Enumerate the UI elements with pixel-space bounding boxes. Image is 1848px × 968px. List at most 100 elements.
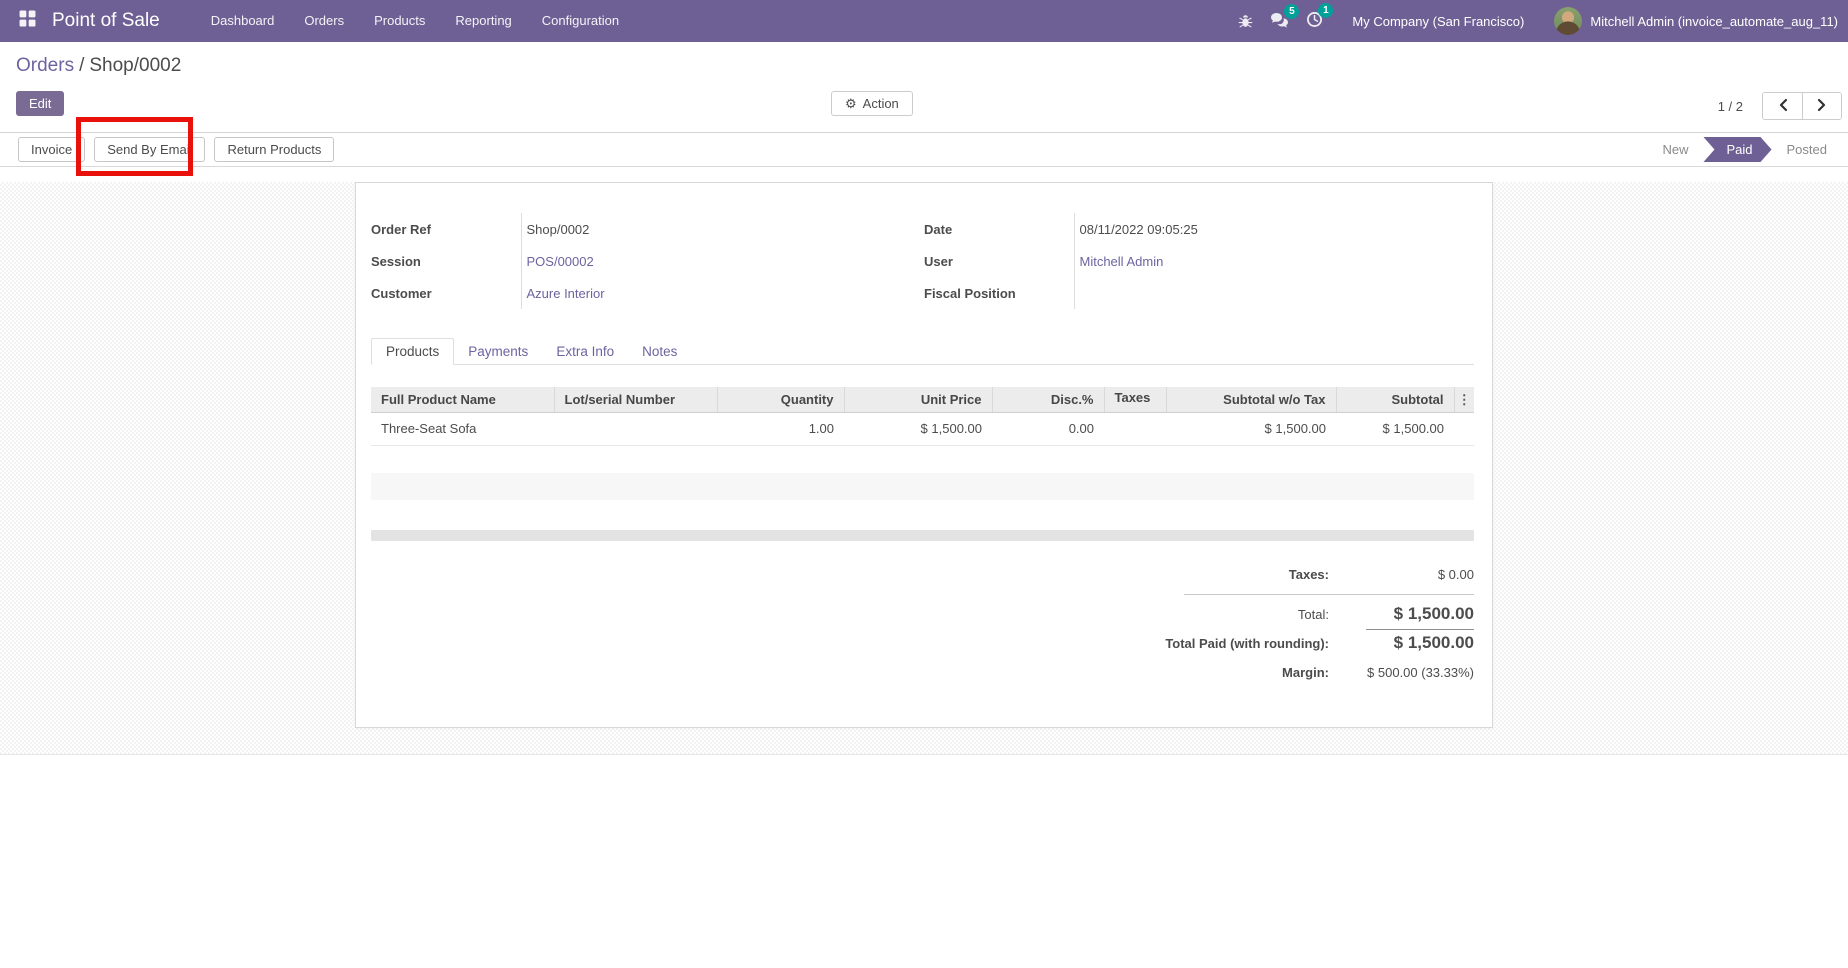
date-value: 08/11/2022 09:05:25 [1073, 213, 1474, 245]
products-table: Full Product Name Lot/serial Number Quan… [371, 387, 1474, 446]
state-posted[interactable]: Posted [1786, 142, 1827, 157]
fields-right-group: Date 08/11/2022 09:05:25 User Mitchell A… [924, 213, 1474, 309]
empty-list-row [371, 499, 1474, 530]
margin-value: $ 500.00 (33.33%) [1367, 664, 1474, 680]
taxes-total-value: $ 0.00 [1437, 566, 1474, 582]
total-row: Total: $ 1,500.00 [1152, 604, 1474, 624]
order-ref-value: Shop/0002 [520, 213, 921, 245]
totals-section: Taxes: $ 0.00 Total: $ 1,500.00 Total Pa… [1152, 567, 1474, 680]
menu-configuration[interactable]: Configuration [541, 13, 620, 28]
session-link[interactable]: POS/00002 [526, 253, 594, 269]
total-paid-row: Total Paid (with rounding): $ 1,500.00 [1152, 628, 1474, 653]
col-taxes[interactable]: Taxes [1104, 387, 1167, 413]
user-menu[interactable]: Mitchell Admin (invoice_automate_aug_11) [1590, 13, 1838, 29]
control-panel: Edit ⚙ Action 1 / 2 [0, 84, 1848, 132]
user-label: User [924, 253, 953, 269]
breadcrumb-orders-link[interactable]: Orders [16, 55, 75, 76]
col-quantity[interactable]: Quantity [717, 387, 845, 413]
activities-button[interactable]: 1 [1306, 3, 1334, 31]
notebook-tabs: Products Payments Extra Info Notes [371, 338, 1474, 365]
col-full-product-name[interactable]: Full Product Name [371, 387, 555, 413]
state-paid[interactable]: Paid [1703, 137, 1771, 162]
cell-lot-serial [554, 412, 717, 446]
invoice-button[interactable]: Invoice [18, 137, 86, 162]
messages-count-badge: 5 [1284, 3, 1300, 19]
field-row: Date 08/11/2022 09:05:25 [924, 213, 1474, 245]
chevron-left-icon [1778, 98, 1788, 115]
col-subtotal-wo-tax[interactable]: Subtotal w/o Tax [1166, 387, 1337, 413]
session-label: Session [371, 253, 421, 269]
customer-link[interactable]: Azure Interior [526, 285, 605, 301]
top-navbar: Point of Sale Dashboard Orders Products … [0, 0, 1848, 42]
menu-products[interactable]: Products [374, 13, 426, 28]
tab-products[interactable]: Products [371, 338, 455, 365]
field-row: User Mitchell Admin [924, 245, 1474, 277]
app-title[interactable]: Point of Sale [52, 10, 160, 31]
pager-previous-button[interactable] [1763, 93, 1802, 119]
field-row: Session POS/00002 [371, 245, 921, 277]
cell-taxes [1104, 412, 1166, 446]
total-paid-label: Total Paid (with rounding): [1165, 635, 1329, 651]
company-switcher[interactable]: My Company (San Francisco) [1352, 13, 1525, 29]
statusbar-buttons: Invoice Send By Email Return Products [18, 137, 335, 162]
field-row: Fiscal Position [924, 277, 1474, 309]
pager-buttons [1762, 92, 1842, 120]
col-disc[interactable]: Disc.% [992, 387, 1105, 413]
user-link[interactable]: Mitchell Admin [1079, 253, 1164, 269]
products-table-header: Full Product Name Lot/serial Number Quan… [371, 387, 1474, 413]
menu-reporting[interactable]: Reporting [455, 13, 512, 28]
cell-unit-price: $ 1,500.00 [844, 412, 992, 446]
tab-extra-info[interactable]: Extra Info [556, 344, 615, 359]
apps-menu-button[interactable] [12, 0, 42, 42]
debug-bug-icon[interactable] [1238, 13, 1253, 29]
activities-count-badge: 1 [1318, 3, 1334, 18]
status-widget: New Paid Posted [1649, 137, 1840, 162]
send-by-email-button[interactable]: Send By Email [94, 137, 206, 162]
return-products-button[interactable]: Return Products [214, 137, 335, 162]
field-row: Order Ref Shop/0002 [371, 213, 921, 245]
pager: 1 / 2 [1718, 92, 1842, 120]
col-unit-price[interactable]: Unit Price [844, 387, 993, 413]
cell-disc: 0.00 [992, 412, 1104, 446]
edit-button[interactable]: Edit [16, 91, 65, 116]
clock-icon [1306, 11, 1323, 31]
messages-button[interactable]: 5 [1270, 3, 1300, 31]
cell-full-product-name: Three-Seat Sofa [371, 412, 554, 446]
cell-quantity: 1.00 [717, 412, 844, 446]
date-label: Date [924, 221, 953, 237]
col-subtotal[interactable]: Subtotal [1336, 387, 1455, 413]
cell-subtotal-wo-tax: $ 1,500.00 [1166, 412, 1336, 446]
total-paid-value: $ 1,500.00 [1366, 628, 1474, 653]
margin-label: Margin: [1282, 664, 1329, 680]
pager-next-button[interactable] [1802, 93, 1841, 119]
main-menu: Dashboard Orders Products Reporting Conf… [196, 0, 634, 42]
breadcrumb-separator: / [79, 55, 85, 76]
gear-icon: ⚙ [845, 96, 857, 111]
totals-divider [1184, 593, 1474, 595]
tab-notes[interactable]: Notes [642, 344, 678, 359]
order-ref-label: Order Ref [371, 221, 431, 237]
chevron-right-icon [1817, 98, 1827, 115]
fields-left-group: Order Ref Shop/0002 Session POS/00002 Cu… [371, 213, 921, 309]
menu-orders[interactable]: Orders [304, 13, 345, 28]
fiscal-position-value [1073, 277, 1474, 309]
taxes-total-label: Taxes: [1288, 566, 1329, 582]
state-new[interactable]: New [1662, 142, 1689, 157]
optional-columns-icon[interactable]: ⋮ [1457, 391, 1471, 407]
menu-dashboard[interactable]: Dashboard [210, 13, 275, 28]
margin-row: Margin: $ 500.00 (33.33%) [1152, 665, 1474, 680]
col-lot-serial-number[interactable]: Lot/serial Number [554, 387, 718, 413]
breadcrumb-current: Shop/0002 [89, 55, 182, 76]
table-row[interactable]: Three-Seat Sofa 1.00 $ 1,500.00 0.00 $ 1… [371, 412, 1474, 446]
order-form-sheet: Order Ref Shop/0002 Session POS/00002 Cu… [355, 182, 1493, 728]
tab-payments[interactable]: Payments [468, 344, 529, 359]
customer-label: Customer [371, 285, 432, 301]
pager-count: 1 / 2 [1717, 98, 1743, 114]
action-button[interactable]: ⚙ Action [831, 91, 913, 116]
apps-grid-icon [19, 10, 36, 32]
breadcrumb: Orders / Shop/0002 [0, 42, 1848, 84]
statusbar: Invoice Send By Email Return Products Ne… [0, 132, 1848, 167]
horizontal-scrollbar[interactable] [371, 529, 1474, 541]
user-avatar[interactable] [1554, 7, 1583, 35]
fiscal-position-label: Fiscal Position [924, 285, 1016, 301]
